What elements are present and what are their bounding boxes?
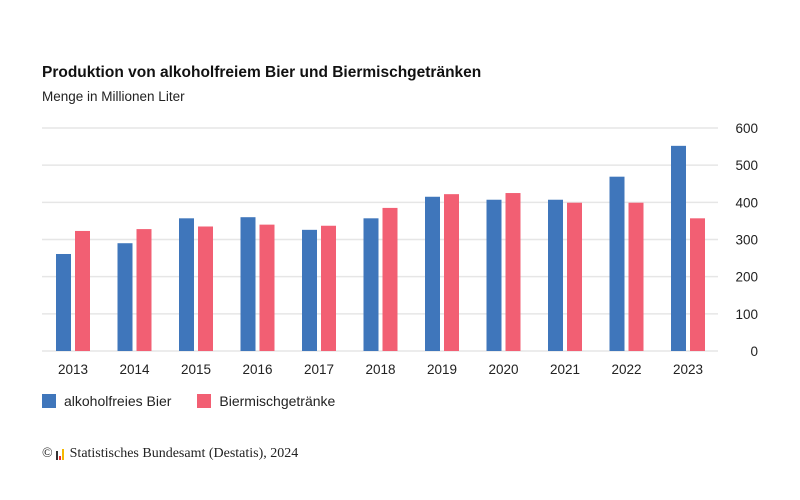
bar-biermischgetraenke-2016 [259, 224, 275, 351]
y-tick-label: 300 [735, 233, 758, 248]
bar-biermischgetraenke-2022 [628, 202, 644, 351]
y-tick-label: 400 [735, 195, 758, 210]
y-tick-label: 600 [735, 121, 758, 136]
bar-alkoholfreies-bier-2013 [56, 253, 71, 351]
bar-biermischgetraenke-2014 [136, 229, 152, 351]
legend-item-alkoholfreies-bier[interactable]: alkoholfreies Bier [42, 393, 171, 409]
bar-alkoholfreies-bier-2020 [486, 199, 502, 351]
copyright-symbol: © [42, 446, 53, 461]
bar-alkoholfreies-bier-2019 [425, 196, 440, 351]
x-tick-label: 2021 [550, 362, 580, 377]
y-tick-label: 100 [735, 307, 758, 322]
x-tick-label: 2015 [181, 362, 211, 377]
source-credit: © Statistisches Bundesamt (Destatis), 20… [42, 446, 298, 462]
x-tick-label: 2013 [58, 362, 88, 377]
x-tick-label: 2018 [365, 362, 395, 377]
y-tick-label: 0 [750, 344, 758, 359]
x-tick-label: 2017 [304, 362, 334, 377]
bar-alkoholfreies-bier-2023 [671, 145, 686, 351]
x-tick-label: 2014 [119, 362, 150, 377]
x-tick-label: 2022 [611, 362, 641, 377]
x-tick-label: 2023 [673, 362, 703, 377]
bar-alkoholfreies-bier-2014 [117, 243, 133, 351]
bar-biermischgetraenke-2015 [198, 226, 213, 351]
bar-alkoholfreies-bier-2016 [240, 217, 256, 351]
x-tick-label: 2016 [242, 362, 272, 377]
bar-biermischgetraenke-2013 [75, 230, 90, 351]
chart-subtitle: Menge in Millionen Liter [42, 89, 185, 104]
bar-alkoholfreies-bier-2015 [179, 218, 194, 351]
x-tick-label: 2019 [427, 362, 457, 377]
destatis-logo-icon [55, 448, 64, 460]
source-text: Statistisches Bundesamt (Destatis), 2024 [69, 446, 299, 461]
y-tick-label: 200 [735, 270, 758, 285]
bar-alkoholfreies-bier-2022 [609, 176, 625, 351]
legend: alkoholfreies Bier Biermischgetränke [42, 393, 335, 409]
legend-swatch [197, 394, 212, 408]
bar-biermischgetraenke-2023 [690, 218, 705, 351]
bar-biermischgetraenke-2017 [321, 225, 336, 351]
bar-alkoholfreies-bier-2021 [548, 199, 563, 351]
legend-label: alkoholfreies Bier [64, 393, 172, 409]
legend-item-biermischgetraenke[interactable]: Biermischgetränke [197, 393, 335, 409]
y-tick-label: 500 [735, 158, 758, 173]
bar-biermischgetraenke-2019 [444, 194, 459, 351]
legend-swatch [42, 394, 56, 408]
bar-alkoholfreies-bier-2017 [302, 229, 317, 351]
bar-biermischgetraenke-2018 [382, 207, 398, 351]
legend-label: Biermischgetränke [219, 393, 336, 409]
x-tick-label: 2020 [488, 362, 518, 377]
bar-biermischgetraenke-2021 [567, 202, 582, 351]
bar-alkoholfreies-bier-2018 [363, 218, 379, 351]
chart-title: Produktion von alkoholfreiem Bier und Bi… [42, 64, 482, 81]
bar-biermischgetraenke-2020 [505, 193, 521, 351]
